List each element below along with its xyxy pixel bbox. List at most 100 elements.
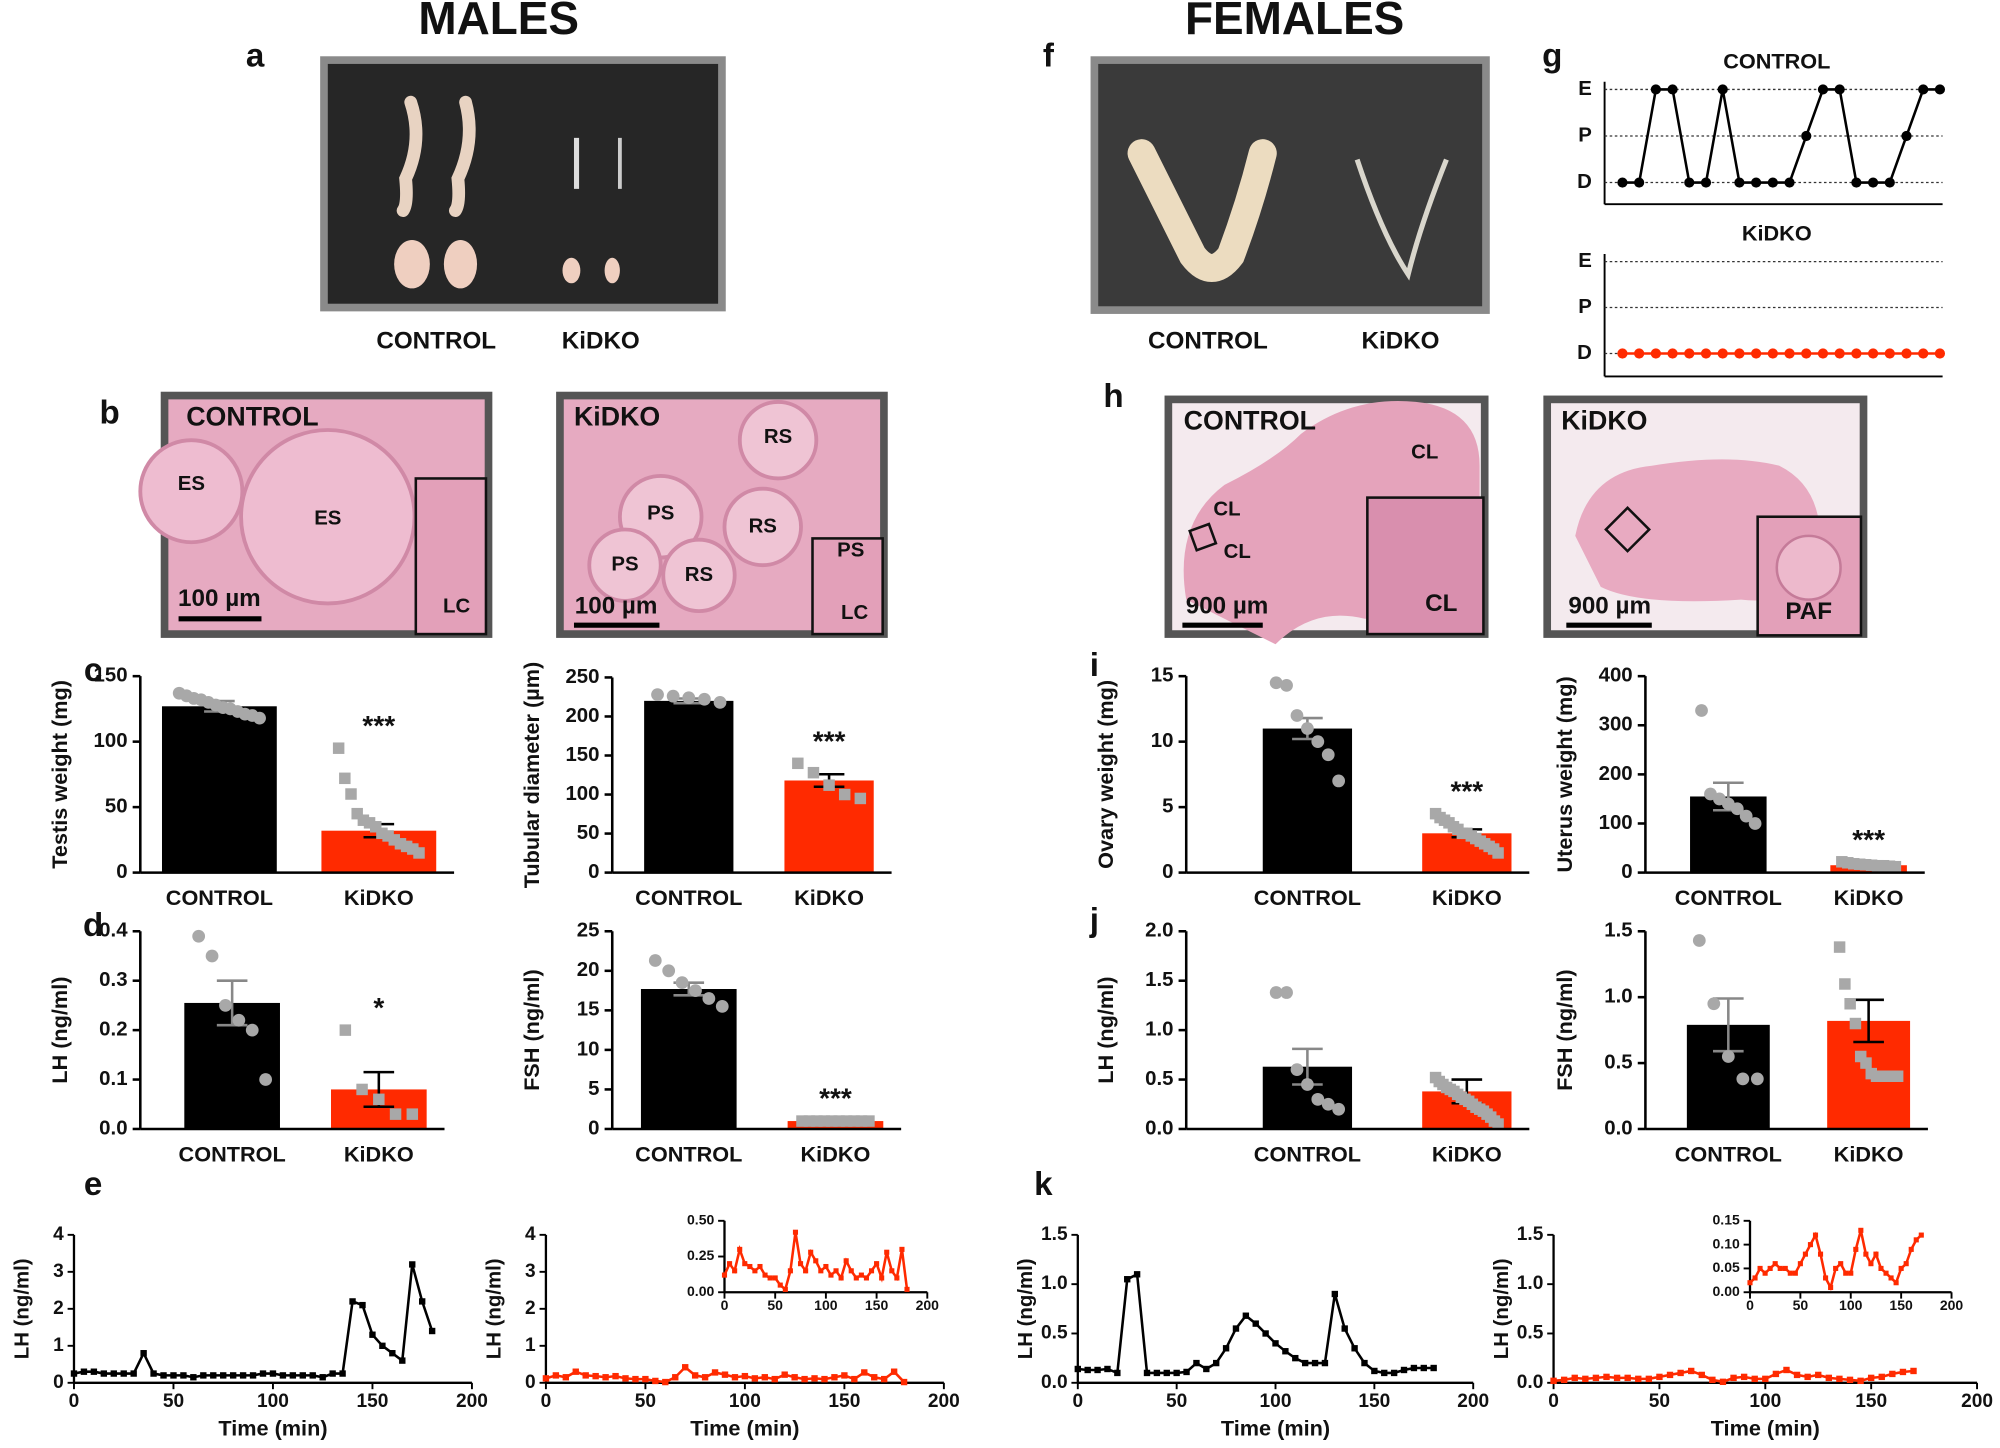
marker [70,1370,78,1377]
marker [1863,1251,1869,1257]
photo-label: ES [314,508,341,530]
y-tick-label: 3 [53,1261,64,1282]
marker [1420,1364,1427,1372]
marker [1222,1345,1230,1352]
data-point [1290,709,1304,722]
y-tick-label: 15 [1151,665,1174,687]
bar [1262,728,1353,873]
marker [1560,1376,1568,1384]
data-point [339,772,351,785]
photo-label: KiDKO [1361,327,1439,354]
marker [761,1374,768,1381]
marker [1833,1265,1839,1271]
marker [1751,348,1762,359]
marker [359,1301,366,1309]
data-point [259,1073,273,1086]
panel-letter: i [1090,647,1099,684]
data-point [345,788,357,800]
data-point [1860,1057,1872,1069]
marker [1867,1374,1875,1382]
data-point [1844,998,1856,1010]
marker [1341,1325,1348,1332]
data-point [666,689,680,703]
data-point [698,692,711,706]
marker [1331,1290,1339,1298]
data-point [1839,978,1851,990]
y-tick-label: 0.0 [1145,1117,1173,1139]
marker [1843,1270,1849,1276]
x-tick-label: 50 [163,1391,184,1412]
x-tick-label: KiDKO [344,1141,414,1166]
marker [767,1275,773,1281]
marker [1232,1325,1240,1332]
marker [884,1249,890,1255]
marker [1381,1369,1388,1377]
marker [762,1272,768,1278]
marker [727,1261,733,1267]
marker [592,1372,599,1380]
marker [1787,1270,1793,1276]
marker [1784,348,1795,359]
data-point [400,840,413,853]
data-point [1854,1050,1867,1063]
x-tick-label: KiDKO [794,885,864,910]
panel-letter: h [1103,378,1123,415]
y-tick-label: 250 [565,666,599,688]
y-tick-label: 50 [577,822,600,844]
marker [1898,1265,1904,1271]
x-tick-label: 50 [1793,1297,1809,1313]
marker [409,1261,416,1268]
marker [1650,348,1661,359]
significance: *** [813,725,846,756]
marker [1252,1320,1259,1327]
data-point [1311,735,1325,749]
y-tick-label: 10 [577,1038,600,1060]
marker [1918,84,1929,95]
marker [787,1268,793,1274]
marker [1883,1270,1889,1276]
marker [1617,348,1628,359]
data-point [1883,860,1896,872]
data-point [811,1115,823,1127]
marker [1213,1359,1220,1367]
marker [1183,1368,1190,1376]
marker [339,1370,346,1377]
marker [1903,1261,1909,1267]
y-tick-label: 50 [105,796,128,818]
x-tick-label: 0 [1548,1391,1559,1412]
marker [309,1372,316,1379]
data-point [803,1115,816,1127]
marker [1834,84,1845,95]
data-point [1833,941,1846,953]
y-tick-label: 0 [588,861,599,883]
x-tick-label: KiDKO [801,1141,871,1166]
data-point [382,830,394,842]
y-axis-label: LH (ng/ml) [47,977,72,1084]
y-tick-label: 0 [588,1117,599,1139]
data-point [1877,859,1890,872]
marker [721,1272,728,1278]
data-point [1736,1072,1750,1086]
marker [792,1229,799,1235]
photo-label: CL [1213,499,1240,521]
data-point [1707,997,1721,1011]
marker [863,1275,870,1281]
marker [1772,1370,1780,1378]
data-point [1280,678,1293,692]
y-tick-label: 0.3 [99,969,127,991]
marker [1797,1261,1803,1267]
photo-label: PS [611,554,638,576]
data-point [1871,859,1884,872]
marker [349,1298,356,1305]
x-axis-label: Time (min) [1711,1416,1820,1441]
marker [1617,177,1628,188]
y-tick-label: P [1578,124,1592,146]
data-point [1695,704,1708,717]
marker [80,1368,88,1375]
data-point [689,984,702,997]
marker [731,1374,739,1381]
scale-label: 900 µm [1186,593,1269,620]
photo-label: PS [647,503,674,525]
data-point [388,834,401,846]
data-point [373,1093,385,1106]
